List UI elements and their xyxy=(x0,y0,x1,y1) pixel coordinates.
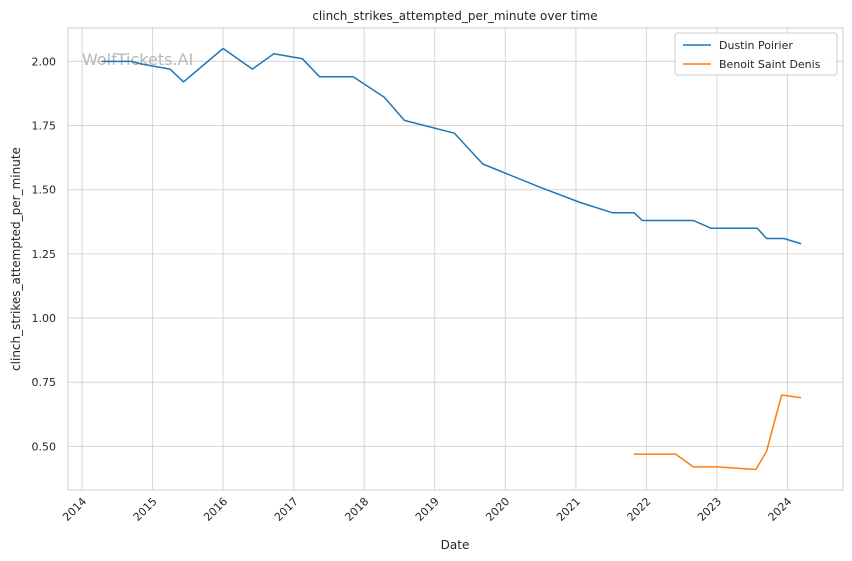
legend-label-benoit-saint-denis: Benoit Saint Denis xyxy=(719,58,821,71)
x-tick-label: 2018 xyxy=(342,495,371,524)
y-tick-label: 2.00 xyxy=(32,55,57,68)
x-tick-label: 2016 xyxy=(201,495,230,524)
x-tick-label: 2014 xyxy=(60,495,89,524)
x-tick-label: 2019 xyxy=(413,495,442,524)
legend-box xyxy=(674,32,838,76)
x-axis-label: Date xyxy=(441,538,470,552)
legend-label-dustin-poirier: Dustin Poirier xyxy=(719,39,793,52)
x-tick-label: 2020 xyxy=(483,495,512,524)
y-tick-label: 1.50 xyxy=(32,184,57,197)
watermark: WolfTickets.AI xyxy=(82,50,193,69)
y-tick-label: 0.50 xyxy=(32,440,57,453)
legend: Dustin Poirier Benoit Saint Denis xyxy=(674,32,838,76)
x-tick-label: 2021 xyxy=(554,495,583,524)
x-tick-label: 2022 xyxy=(625,495,654,524)
series xyxy=(101,47,802,471)
x-tick-label: 2015 xyxy=(131,495,160,524)
y-tick-label: 1.75 xyxy=(32,120,57,133)
y-tick-label: 1.00 xyxy=(32,312,57,325)
x-axis-ticks: 2014 2015 2016 2017 2018 2019 2020 2021 2022 2023… xyxy=(60,495,794,524)
chart-title: clinch_strikes_attempted_per_minute over… xyxy=(312,9,597,23)
series-line-benoit-saint-denis xyxy=(633,394,802,471)
x-tick-label: 2017 xyxy=(272,495,301,524)
y-tick-label: 1.25 xyxy=(32,248,57,261)
grid xyxy=(68,28,843,490)
series-line-dustin-poirier xyxy=(101,47,802,245)
y-axis-label: clinch_strikes_attempted_per_minute xyxy=(9,147,23,371)
x-tick-label: 2023 xyxy=(695,495,724,524)
plot-area xyxy=(67,27,844,491)
y-axis-ticks: 0.50 0.75 1.00 1.25 1.50 1.75 2.00 xyxy=(32,55,57,453)
y-tick-label: 0.75 xyxy=(32,376,57,389)
x-tick-label: 2024 xyxy=(766,495,795,524)
